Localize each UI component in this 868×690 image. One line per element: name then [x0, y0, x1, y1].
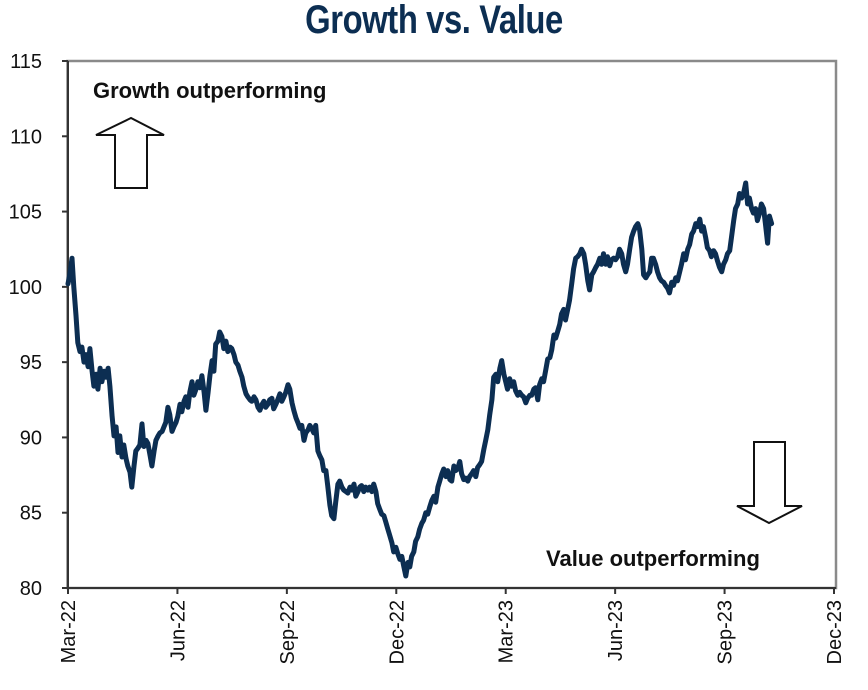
- y-tick-label: 85: [20, 503, 42, 525]
- x-tick-label: Sep-23: [715, 600, 737, 665]
- series-line: [65, 180, 775, 579]
- y-tick-label: 100: [9, 277, 42, 299]
- y-tick-label: 110: [10, 126, 42, 148]
- x-tick-label: Jun-22: [167, 600, 189, 661]
- y-tick-label: 105: [9, 202, 42, 224]
- x-tick-label: Jun-23: [605, 600, 627, 661]
- y-tick-label: 90: [20, 427, 42, 449]
- plot-frame: [66, 59, 838, 590]
- y-tick-label: 115: [10, 51, 42, 73]
- x-tick-label: Sep-22: [277, 600, 299, 665]
- x-tick-label: Dec-22: [386, 600, 408, 664]
- x-tick-label: Mar-23: [496, 600, 518, 663]
- x-tick-label: Dec-23: [824, 600, 846, 664]
- chart-title: Growth vs. Value: [305, 0, 563, 42]
- arrow-up-icon: [95, 116, 165, 189]
- y-tick-label: 95: [20, 352, 42, 374]
- y-tick-label: 80: [20, 578, 42, 600]
- arrow-down-icon: [736, 441, 803, 525]
- annotation-growth-outperforming: Growth outperforming: [93, 78, 326, 103]
- annotation-value-outperforming: Value outperforming: [546, 546, 760, 571]
- x-tick-label: Mar-22: [58, 600, 80, 663]
